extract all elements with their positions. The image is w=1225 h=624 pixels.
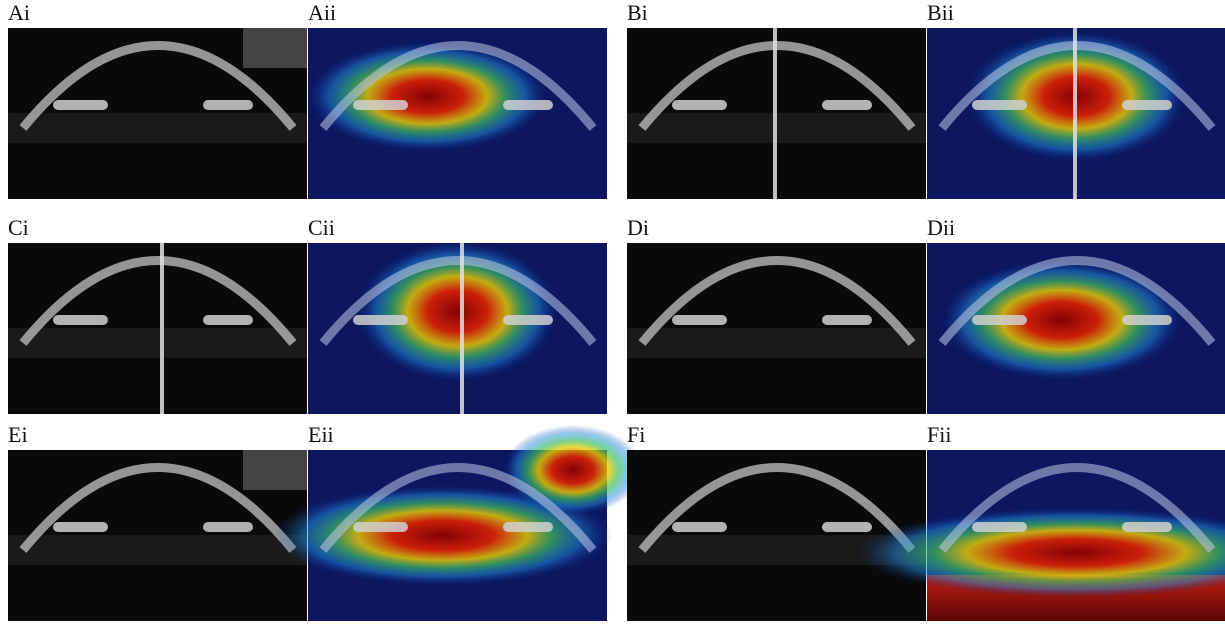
lens-left: [353, 100, 408, 110]
lens-left: [972, 522, 1027, 532]
tissue-shadow: [8, 328, 307, 358]
lens-right: [503, 100, 553, 110]
panel-image: [627, 243, 926, 414]
tissue-shadow: [8, 535, 307, 565]
panel-image: [308, 241, 607, 414]
side-tissue: [243, 28, 307, 68]
lens-left: [972, 100, 1027, 110]
panel-label: Aii: [308, 0, 336, 25]
panel-label: Fii: [927, 422, 951, 447]
probe-line: [460, 243, 464, 414]
lens-right: [503, 315, 553, 325]
panel-image: [8, 450, 307, 621]
lens-left: [53, 315, 108, 325]
figure: Ai Aii Bi Bii Ci Cii Di Dii Ei Eii Fi Fii: [0, 0, 1225, 624]
panel-image: [8, 243, 307, 414]
panel-image: [308, 28, 607, 199]
lens-right: [203, 100, 253, 110]
lens-right: [822, 100, 872, 110]
heat-blob: [503, 425, 643, 515]
panel-image: [8, 28, 307, 199]
panel-label: Di: [627, 215, 649, 240]
lens-right: [822, 315, 872, 325]
panel-label: Bi: [627, 0, 648, 25]
probe-line: [1073, 28, 1077, 199]
panel-image: [927, 243, 1225, 414]
panel-label: Ci: [8, 215, 29, 240]
lens-left: [353, 315, 408, 325]
lens-right: [203, 522, 253, 532]
panel-label: Cii: [308, 215, 335, 240]
lens-right: [1122, 100, 1172, 110]
lens-left: [672, 315, 727, 325]
lens-right: [1122, 522, 1172, 532]
lens-left: [353, 522, 408, 532]
panel-image: [927, 28, 1225, 199]
probe-line: [773, 28, 777, 199]
lens-right: [503, 522, 553, 532]
lens-left: [53, 100, 108, 110]
lens-right: [822, 522, 872, 532]
panel-label: Bii: [927, 0, 954, 25]
lens-right: [203, 315, 253, 325]
lens-left: [53, 522, 108, 532]
lens-left: [672, 100, 727, 110]
lens-left: [972, 315, 1027, 325]
tissue-shadow: [8, 113, 307, 143]
panel-image: [627, 28, 926, 199]
panel-label: Eii: [308, 422, 334, 447]
side-tissue: [243, 450, 307, 490]
panel-image: [273, 425, 643, 621]
panel-label: Dii: [927, 215, 955, 240]
panel-label: Fi: [627, 422, 645, 447]
probe-line: [160, 243, 164, 414]
panel-label: Ai: [8, 0, 30, 25]
panel-label: Ei: [8, 422, 28, 447]
lens-left: [672, 522, 727, 532]
tissue-shadow: [627, 328, 926, 358]
lens-right: [1122, 315, 1172, 325]
